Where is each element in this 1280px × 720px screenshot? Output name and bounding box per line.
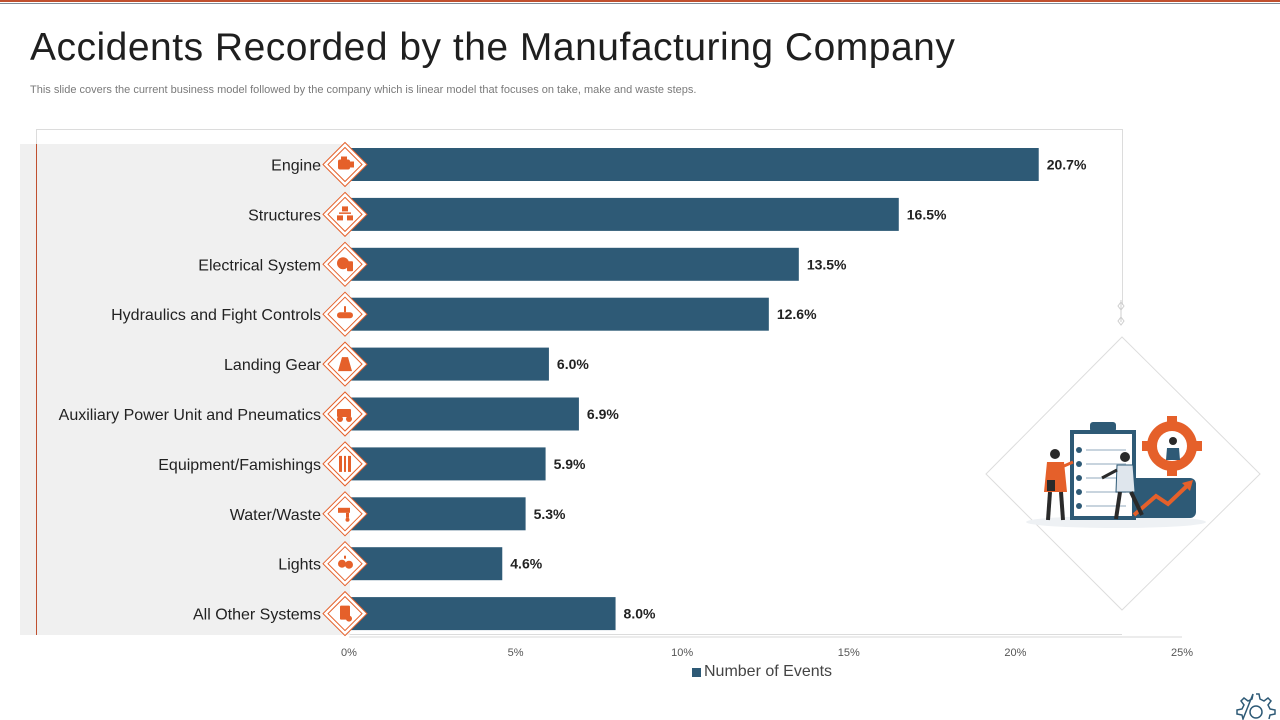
- data-label-5: 6.9%: [587, 406, 619, 422]
- icon-diamond-inner-7: [327, 496, 363, 532]
- legend-label: Number of Events: [704, 663, 833, 680]
- bar-6: [349, 447, 546, 481]
- data-label-7: 5.3%: [534, 506, 566, 522]
- bar-3: [349, 297, 769, 331]
- data-label-1: 16.5%: [907, 206, 947, 222]
- other-systems-icon: [340, 605, 352, 622]
- data-label-0: 20.7%: [1047, 157, 1087, 173]
- x-tick-label-5: 25%: [1171, 647, 1193, 659]
- category-label-9: All Other Systems: [193, 607, 321, 624]
- bar-7: [349, 497, 526, 531]
- category-label-5: Auxiliary Power Unit and Pneumatics: [59, 407, 321, 424]
- bar-2: [349, 247, 799, 281]
- structures-icon: [337, 206, 353, 221]
- category-label-0: Engine: [271, 158, 321, 175]
- data-label-3: 12.6%: [777, 306, 817, 322]
- category-label-1: Structures: [248, 207, 321, 224]
- category-label-8: Lights: [278, 557, 321, 574]
- data-label-8: 4.6%: [510, 556, 542, 572]
- bar-9: [349, 597, 616, 631]
- chart-frame-right-edge: [1122, 129, 1123, 305]
- legend-swatch: [692, 667, 701, 677]
- icon-diamond-inner-1: [327, 196, 363, 233]
- chart-legend: Number of Events: [692, 663, 832, 681]
- category-label-3: Hydraulics and Fight Controls: [111, 307, 321, 324]
- lights-icon: [338, 555, 353, 569]
- data-label-2: 13.5%: [807, 256, 847, 272]
- bar-1: [349, 197, 899, 231]
- data-label-6: 5.9%: [554, 456, 586, 472]
- team-analytics-illustration: [985, 300, 1261, 611]
- category-label-2: Electrical System: [198, 257, 321, 274]
- panel-accent-line: [36, 144, 37, 635]
- x-tick-label-0: 0%: [341, 647, 357, 659]
- electrical-icon: [337, 257, 353, 272]
- data-label-9: 8.0%: [624, 606, 656, 622]
- data-label-4: 6.0%: [557, 356, 589, 372]
- category-label-4: Landing Gear: [224, 357, 322, 374]
- water-waste-icon: [338, 507, 350, 522]
- category-label-7: Water/Waste: [230, 507, 321, 524]
- slide-title: Accidents Recorded by the Manufacturing …: [30, 26, 956, 69]
- category-label-panel: [20, 144, 350, 635]
- category-label-6: Equipment/Famishings: [158, 457, 321, 474]
- x-tick-label-2: 10%: [671, 647, 693, 659]
- bar-8: [349, 547, 503, 581]
- hydraulics-icon: [337, 306, 353, 319]
- equipment-icon: [339, 455, 351, 472]
- landing-gear-icon: [338, 357, 352, 372]
- top-accent-line: [0, 0, 1280, 2]
- bar-4: [349, 347, 549, 381]
- gear-icon: [1236, 693, 1276, 720]
- bar-5: [349, 397, 579, 431]
- x-tick-label-4: 20%: [1004, 647, 1026, 659]
- x-tick-label-1: 5%: [508, 647, 524, 659]
- bar-0: [349, 148, 1039, 181]
- apu-icon: [337, 409, 352, 422]
- x-tick-label-3: 15%: [838, 647, 860, 659]
- slide-subtitle: This slide covers the current business m…: [30, 84, 697, 96]
- top-accent-line-secondary: [0, 3, 1280, 4]
- engine-icon: [338, 156, 354, 170]
